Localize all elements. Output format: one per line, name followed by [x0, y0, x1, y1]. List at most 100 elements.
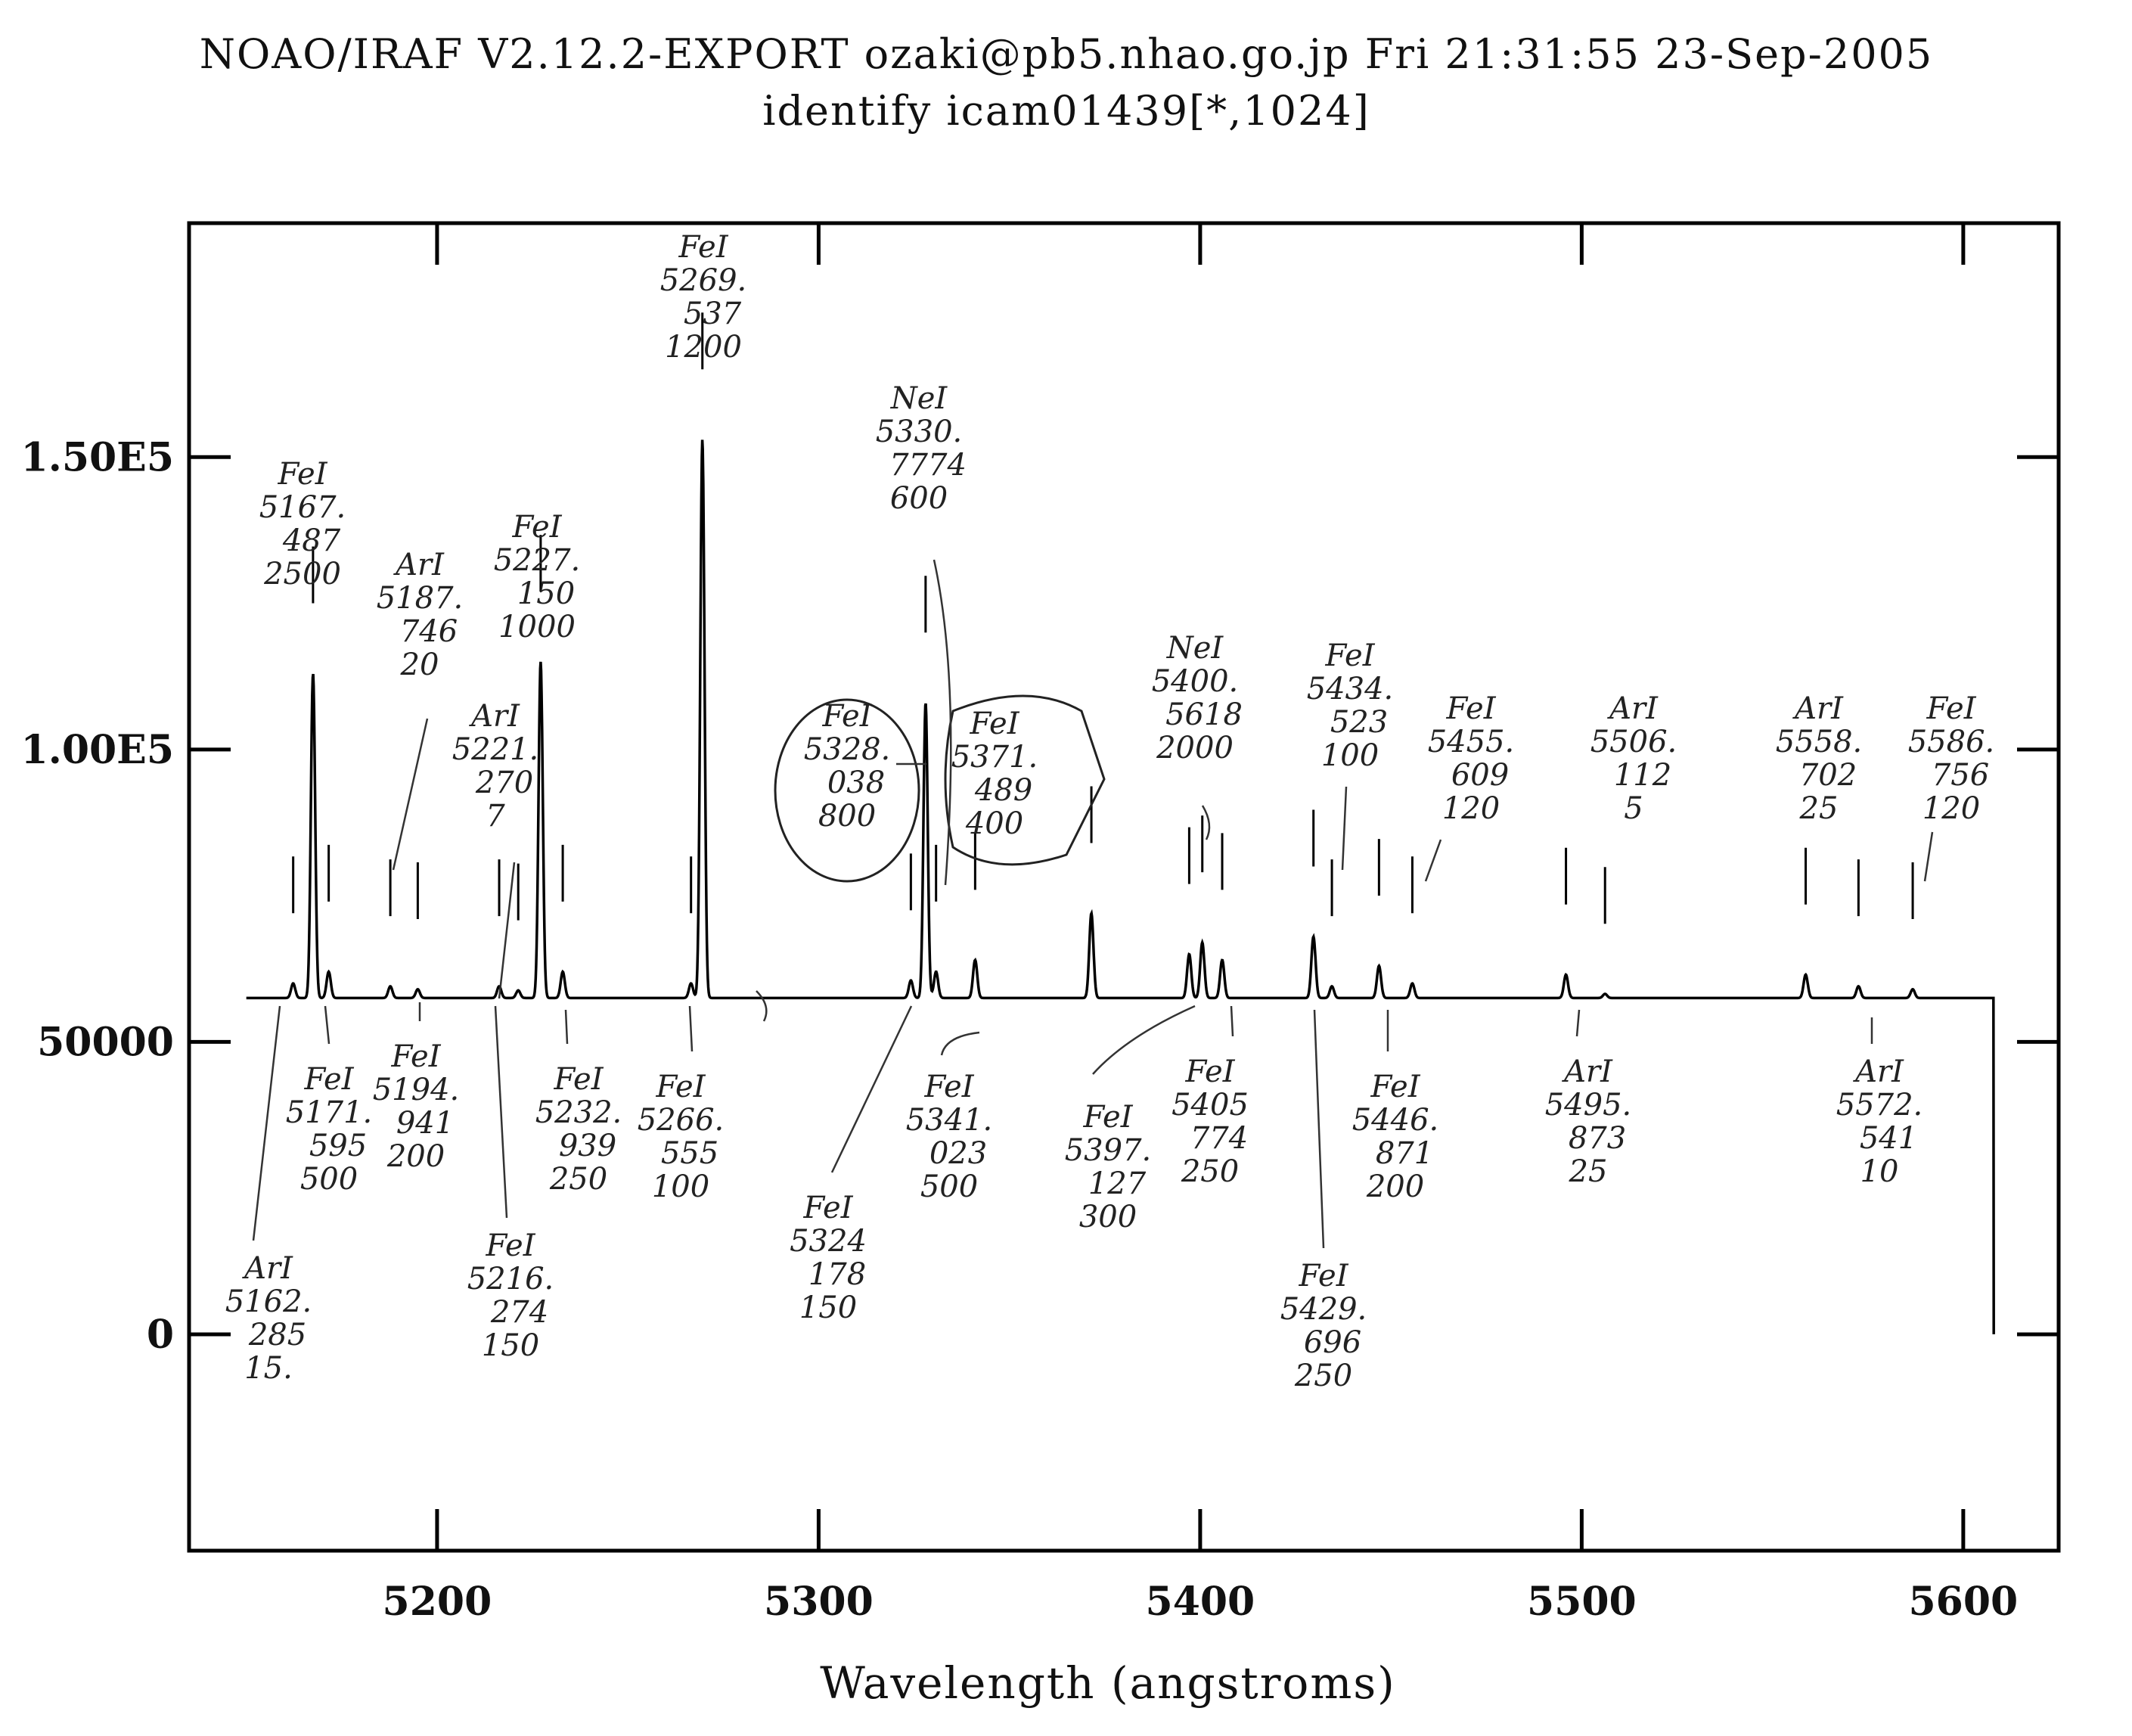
annotation-intensity: 100: [652, 1169, 709, 1204]
x-tick-label: 5300: [764, 1579, 874, 1625]
annotation-element: FeI: [1324, 638, 1375, 673]
annotation-intensity: 120: [1442, 791, 1500, 826]
annotation-intensity: 20: [400, 648, 439, 682]
annotation-element: FeI: [802, 1191, 853, 1225]
annotation-wavelength-int: 5397.: [1065, 1133, 1152, 1168]
annotation-element: ArI: [1792, 691, 1844, 726]
annotation-arrow: [1923, 831, 1934, 882]
annotation-intensity: 1000: [498, 610, 576, 644]
annotation-wavelength-frac: 537: [684, 297, 742, 331]
header-subtitle: identify icam01439[*,1024]: [762, 87, 1370, 135]
annotation-wavelength-frac: 746: [400, 614, 458, 649]
annotation-element: ArI: [1606, 691, 1659, 726]
x-tick-label: 5400: [1146, 1579, 1255, 1625]
annotation-wavelength-int: 5266.: [638, 1103, 725, 1138]
annotation-wavelength-frac: 150: [517, 576, 575, 611]
annotation-wavelength-int: 5371.: [951, 740, 1038, 775]
annotation-arrow: [494, 1005, 508, 1219]
annotation-intensity: 150: [482, 1328, 539, 1363]
annotation-wavelength-frac: 702: [1799, 758, 1857, 793]
annotation-intensity: 250: [1294, 1359, 1352, 1393]
annotation-arrow: [1575, 1009, 1581, 1037]
annotation-wavelength-frac: 541: [1860, 1121, 1917, 1156]
annotation-element: ArI: [1852, 1054, 1904, 1089]
annotation-arrow: [1313, 1009, 1325, 1249]
annotation-wavelength-frac: 178: [808, 1257, 866, 1292]
annotation-wavelength-frac: 873: [1569, 1121, 1626, 1156]
annotation-arrow: [756, 990, 768, 1022]
annotation-element: FeI: [485, 1228, 535, 1263]
annotation-intensity: 600: [890, 481, 948, 516]
annotation-wavelength-int: 5171.: [286, 1095, 373, 1130]
annotation-wavelength-int: 5434.: [1307, 672, 1394, 707]
annotation-element: FeI: [678, 230, 728, 265]
annotation-intensity: 2000: [1156, 731, 1234, 766]
annotation-wavelength-int: 5405: [1172, 1088, 1249, 1123]
annotation-wavelength-int: 5328.: [804, 732, 891, 767]
y-tick-label: 50000: [37, 1019, 174, 1065]
annotation-intensity: 150: [799, 1290, 857, 1325]
annotation-intensity: 400: [965, 806, 1023, 841]
annotation-wavelength-int: 5506.: [1590, 725, 1677, 759]
annotation-wavelength-int: 5216.: [467, 1262, 554, 1297]
y-tick-label: 1.50E5: [21, 434, 174, 480]
x-axis-ticks: 5200 5300 5400 5500 5600: [383, 223, 2019, 1625]
annotation-element: FeI: [923, 1070, 974, 1104]
annotation-wavelength-int: 5572.: [1836, 1088, 1923, 1123]
annotation-circle: [774, 698, 920, 883]
annotation-intensity: 120: [1923, 791, 1980, 826]
annotation-arrow: [1092, 1005, 1196, 1075]
annotation-element: FeI: [969, 707, 1019, 741]
annotation-wavelength-int: 5232.: [535, 1095, 622, 1130]
annotation-wavelength-int: 5330.: [876, 415, 963, 449]
annotation-intensity: 15.: [244, 1351, 293, 1386]
annotation-intensity: 500: [920, 1169, 978, 1204]
annotation-element: FeI: [511, 510, 562, 545]
annotation-arrow: [933, 559, 952, 886]
annotation-element: FeI: [390, 1039, 441, 1074]
annotation-wavelength-int: 5162.: [225, 1284, 312, 1319]
annotation-element: ArI: [1561, 1054, 1613, 1089]
y-tick-label: 0: [147, 1312, 174, 1358]
annotation-arrow: [1230, 1005, 1234, 1037]
x-tick-label: 5600: [1909, 1579, 2019, 1625]
annotation-arrow: [252, 1005, 281, 1241]
annotation-wavelength-frac: 274: [490, 1295, 548, 1330]
annotation-intensity: 7: [486, 799, 505, 834]
annotation-arrow: [1201, 805, 1211, 840]
annotation-wavelength-frac: 871: [1376, 1136, 1433, 1171]
annotation-wavelength-int: 5558.: [1776, 725, 1863, 759]
annotation-intensity: 5: [1624, 791, 1643, 826]
annotation-element: FeI: [1082, 1100, 1133, 1135]
x-axis-label: Wavelength (angstroms): [820, 1657, 1396, 1709]
annotation-wavelength-frac: 023: [929, 1136, 987, 1171]
annotation-wavelength-int: 5194.: [373, 1073, 460, 1107]
annotation-intensity: 10: [1860, 1154, 1899, 1189]
annotation-intensity: 500: [300, 1162, 358, 1197]
annotation-element: FeI: [821, 699, 872, 734]
annotation-element: FeI: [1445, 691, 1496, 726]
annotation-wavelength-frac: 555: [661, 1136, 718, 1171]
annotation-element: FeI: [655, 1070, 706, 1104]
annotation-element: FeI: [553, 1062, 604, 1097]
line-markers: [292, 312, 1914, 924]
annotation-arrow: [324, 1005, 331, 1045]
